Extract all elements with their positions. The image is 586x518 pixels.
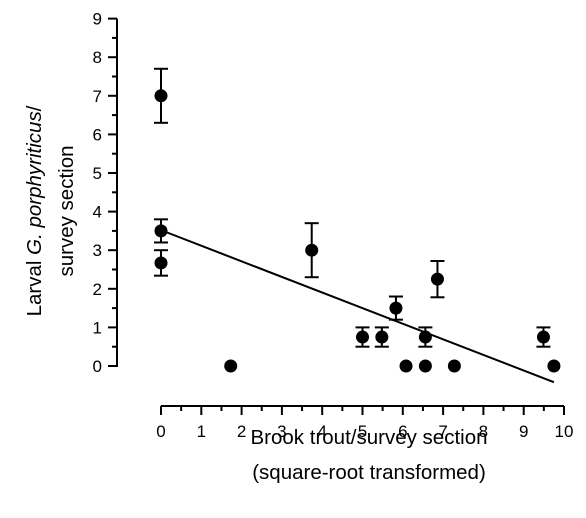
y-tick-label: 3: [93, 241, 102, 260]
axes: 0 1 2 3 4 5 6 7 8 9 0 1 2 3 4 5 6 7 8 9 10: [93, 10, 574, 441]
data-point: [536, 330, 550, 344]
x-tick-label: 2: [237, 422, 246, 441]
x-tick-label: 1: [197, 422, 206, 441]
x-tick-label: 9: [519, 422, 528, 441]
data-point: [418, 330, 432, 344]
data-point: [447, 359, 461, 373]
y-axis-title-part2: /: [23, 105, 46, 111]
y-tick-label: 5: [93, 164, 102, 183]
y-tick-label: 4: [93, 203, 102, 222]
data-point: [154, 256, 168, 270]
data-point: [375, 330, 389, 344]
x-tick-label: 3: [277, 422, 286, 441]
data-point: [430, 272, 444, 286]
y-tick-label: 1: [93, 318, 102, 337]
y-tick-label: 7: [93, 87, 102, 106]
axis-titles: Brook trout/survey section (square-root …: [23, 105, 488, 484]
y-tick-label: 8: [93, 48, 102, 67]
y-axis-title-part1: Larval: [23, 255, 46, 317]
x-axis-title-line2: (square-root transformed): [252, 461, 486, 484]
x-tick-label: 4: [317, 422, 326, 441]
y-axis-title-line2: survey section: [55, 145, 78, 276]
data-point: [418, 359, 432, 373]
x-tick-label: 8: [479, 422, 488, 441]
y-tick-label: 9: [93, 10, 102, 29]
y-tick-label: 6: [93, 125, 102, 144]
data-point: [154, 224, 168, 238]
data-point: [356, 330, 369, 344]
x-tick-label: 10: [555, 422, 574, 441]
data-point: [305, 243, 319, 257]
x-tick-label: 7: [438, 422, 447, 441]
regression-line: [160, 229, 555, 384]
data-point: [399, 359, 413, 373]
data-point: [154, 89, 168, 103]
x-tick-label: 6: [398, 422, 407, 441]
y-axis-title-species: G. porphyriticus: [23, 111, 46, 255]
x-tick-label: 0: [156, 422, 165, 441]
y-axis-title-line1: Larval G. porphyriticus/: [23, 105, 46, 316]
x-tick-label: 5: [358, 422, 367, 441]
y-tick-label: 2: [93, 280, 102, 299]
regression-layer: [160, 229, 555, 384]
points-layer: [154, 67, 561, 373]
y-tick-label: 0: [93, 357, 102, 376]
x-axis-title-line1: Brook trout/survey section: [251, 426, 488, 449]
data-point: [547, 359, 561, 373]
data-point: [389, 301, 403, 315]
data-point: [224, 359, 238, 373]
